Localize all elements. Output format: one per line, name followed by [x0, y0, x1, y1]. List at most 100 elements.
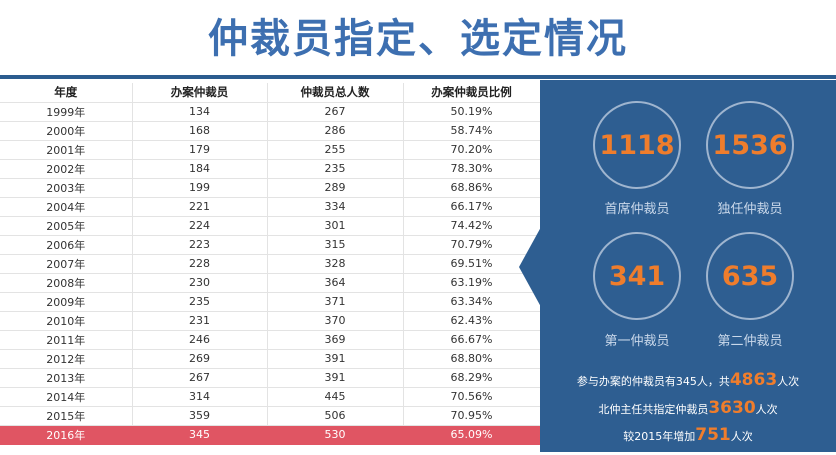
- table-row: 2004年 221 334 66.17%: [0, 197, 541, 217]
- title-divider: [0, 75, 836, 79]
- table-row: 2013年 267 391 68.29%: [0, 368, 541, 388]
- table-row: 2005年 224 301 74.42%: [0, 216, 541, 236]
- cell-active-arbitrators: 231: [132, 311, 268, 331]
- cell-total-arbitrators: 445: [267, 387, 404, 407]
- table-row: 2012年 269 391 68.80%: [0, 349, 541, 369]
- page-title: 仲裁员指定、选定情况: [208, 16, 628, 62]
- cell-year: 2007年: [0, 254, 133, 274]
- cell-active-ratio: 74.42%: [403, 216, 541, 236]
- stat-circle-chief: 1118: [593, 101, 681, 189]
- note-line-increase: 较2015年增加751人次: [540, 425, 836, 445]
- cell-year: 2011年: [0, 330, 133, 350]
- cell-total-arbitrators: 364: [267, 273, 404, 293]
- cell-year: 2004年: [0, 197, 133, 217]
- cell-active-ratio: 63.34%: [403, 292, 541, 312]
- cell-total-arbitrators: 371: [267, 292, 404, 312]
- cell-total-arbitrators: 328: [267, 254, 404, 274]
- cell-active-ratio: 62.43%: [403, 311, 541, 331]
- cell-active-ratio: 68.80%: [403, 349, 541, 369]
- cell-year: 2000年: [0, 121, 133, 141]
- cell-active-arbitrators: 199: [132, 178, 268, 198]
- column-header-total-arbitrators: 仲裁员总人数: [267, 83, 404, 103]
- table-row: 2000年 168 286 58.74%: [0, 121, 541, 141]
- table-row: 2006年 223 315 70.79%: [0, 235, 541, 255]
- cell-active-ratio: 66.67%: [403, 330, 541, 350]
- cell-total-arbitrators: 289: [267, 178, 404, 198]
- cell-active-arbitrators: 246: [132, 330, 268, 350]
- cell-active-ratio: 68.29%: [403, 368, 541, 388]
- cell-active-arbitrators: 179: [132, 140, 268, 160]
- cell-total-arbitrators: 301: [267, 216, 404, 236]
- note-number: 751: [695, 425, 731, 445]
- table-row: 2002年 184 235 78.30%: [0, 159, 541, 179]
- cell-active-arbitrators: 267: [132, 368, 268, 388]
- cell-year: 2005年: [0, 216, 133, 236]
- cell-year: 2008年: [0, 273, 133, 293]
- note-text: 参与办案的仲裁员有345人，共: [576, 375, 730, 388]
- cell-total-arbitrators: 506: [267, 406, 404, 426]
- cell-year: 2015年: [0, 406, 133, 426]
- table-row: 2003年 199 289 68.86%: [0, 178, 541, 198]
- table-row: 2007年 228 328 69.51%: [0, 254, 541, 274]
- cell-active-arbitrators: 359: [132, 406, 268, 426]
- cell-active-ratio: 50.19%: [403, 102, 541, 122]
- cell-active-arbitrators: 269: [132, 349, 268, 369]
- cell-active-ratio: 70.56%: [403, 387, 541, 407]
- cell-active-arbitrators: 134: [132, 102, 268, 122]
- note-text: 人次: [755, 403, 778, 416]
- cell-year: 2014年: [0, 387, 133, 407]
- note-text: 较2015年增加: [623, 430, 696, 443]
- note-number: 4863: [729, 370, 778, 390]
- table-row: 2015年 359 506 70.95%: [0, 406, 541, 426]
- note-text: 人次: [730, 430, 753, 443]
- cell-active-arbitrators: 184: [132, 159, 268, 179]
- note-text: 北仲主任共指定仲裁员: [598, 403, 709, 416]
- stat-label-second: 第二仲裁员: [717, 334, 783, 349]
- cell-active-ratio: 70.79%: [403, 235, 541, 255]
- arbitrator-table: 年度 办案仲裁员 仲裁员总人数 办案仲裁员比例 1999年 134 267 50.19…: [0, 83, 541, 445]
- column-header-year: 年度: [0, 83, 133, 103]
- cell-active-ratio: 68.86%: [403, 178, 541, 198]
- stat-label-chief: 首席仲裁员: [604, 202, 670, 217]
- table-row: 2011年 246 369 66.67%: [0, 330, 541, 350]
- cell-total-arbitrators: 370: [267, 311, 404, 331]
- column-header-active-ratio: 办案仲裁员比例: [403, 83, 541, 103]
- stat-circle-first: 341: [593, 232, 681, 320]
- cell-active-ratio: 65.09%: [403, 425, 541, 445]
- note-number: 3630: [708, 398, 756, 418]
- cell-total-arbitrators: 315: [267, 235, 404, 255]
- table-row: 2001年 179 255 70.20%: [0, 140, 541, 160]
- table-row: 2009年 235 371 63.34%: [0, 292, 541, 312]
- table-header-row: 年度 办案仲裁员 仲裁员总人数 办案仲裁员比例: [0, 83, 541, 103]
- table-row: 2014年 314 445 70.56%: [0, 387, 541, 407]
- cell-active-arbitrators: 168: [132, 121, 268, 141]
- table-row: 2016年 345 530 65.09%: [0, 425, 541, 445]
- column-header-active-arbitrators: 办案仲裁员: [132, 83, 268, 103]
- table-row: 2008年 230 364 63.19%: [0, 273, 541, 293]
- cell-year: 2010年: [0, 311, 133, 331]
- cell-year: 2001年: [0, 140, 133, 160]
- cell-active-ratio: 66.17%: [403, 197, 541, 217]
- note-line-participation: 参与办案的仲裁员有345人，共4863人次: [540, 370, 836, 390]
- cell-active-arbitrators: 223: [132, 235, 268, 255]
- cell-year: 2013年: [0, 368, 133, 388]
- cell-total-arbitrators: 334: [267, 197, 404, 217]
- cell-year: 2012年: [0, 349, 133, 369]
- cell-year: 2006年: [0, 235, 133, 255]
- table-row: 1999年 134 267 50.19%: [0, 102, 541, 122]
- cell-year: 2016年: [0, 425, 133, 445]
- stat-label-sole: 独任仲裁员: [717, 202, 783, 217]
- cell-total-arbitrators: 369: [267, 330, 404, 350]
- cell-active-ratio: 63.19%: [403, 273, 541, 293]
- cell-active-arbitrators: 230: [132, 273, 268, 293]
- note-text: 人次: [777, 375, 800, 388]
- cell-total-arbitrators: 391: [267, 368, 404, 388]
- note-line-director: 北仲主任共指定仲裁员3630人次: [540, 398, 836, 418]
- cell-active-ratio: 58.74%: [403, 121, 541, 141]
- stat-label-first: 第一仲裁员: [604, 334, 670, 349]
- cell-year: 1999年: [0, 102, 133, 122]
- stat-circle-second: 635: [706, 232, 794, 320]
- cell-total-arbitrators: 235: [267, 159, 404, 179]
- cell-year: 2003年: [0, 178, 133, 198]
- cell-active-arbitrators: 345: [132, 425, 268, 445]
